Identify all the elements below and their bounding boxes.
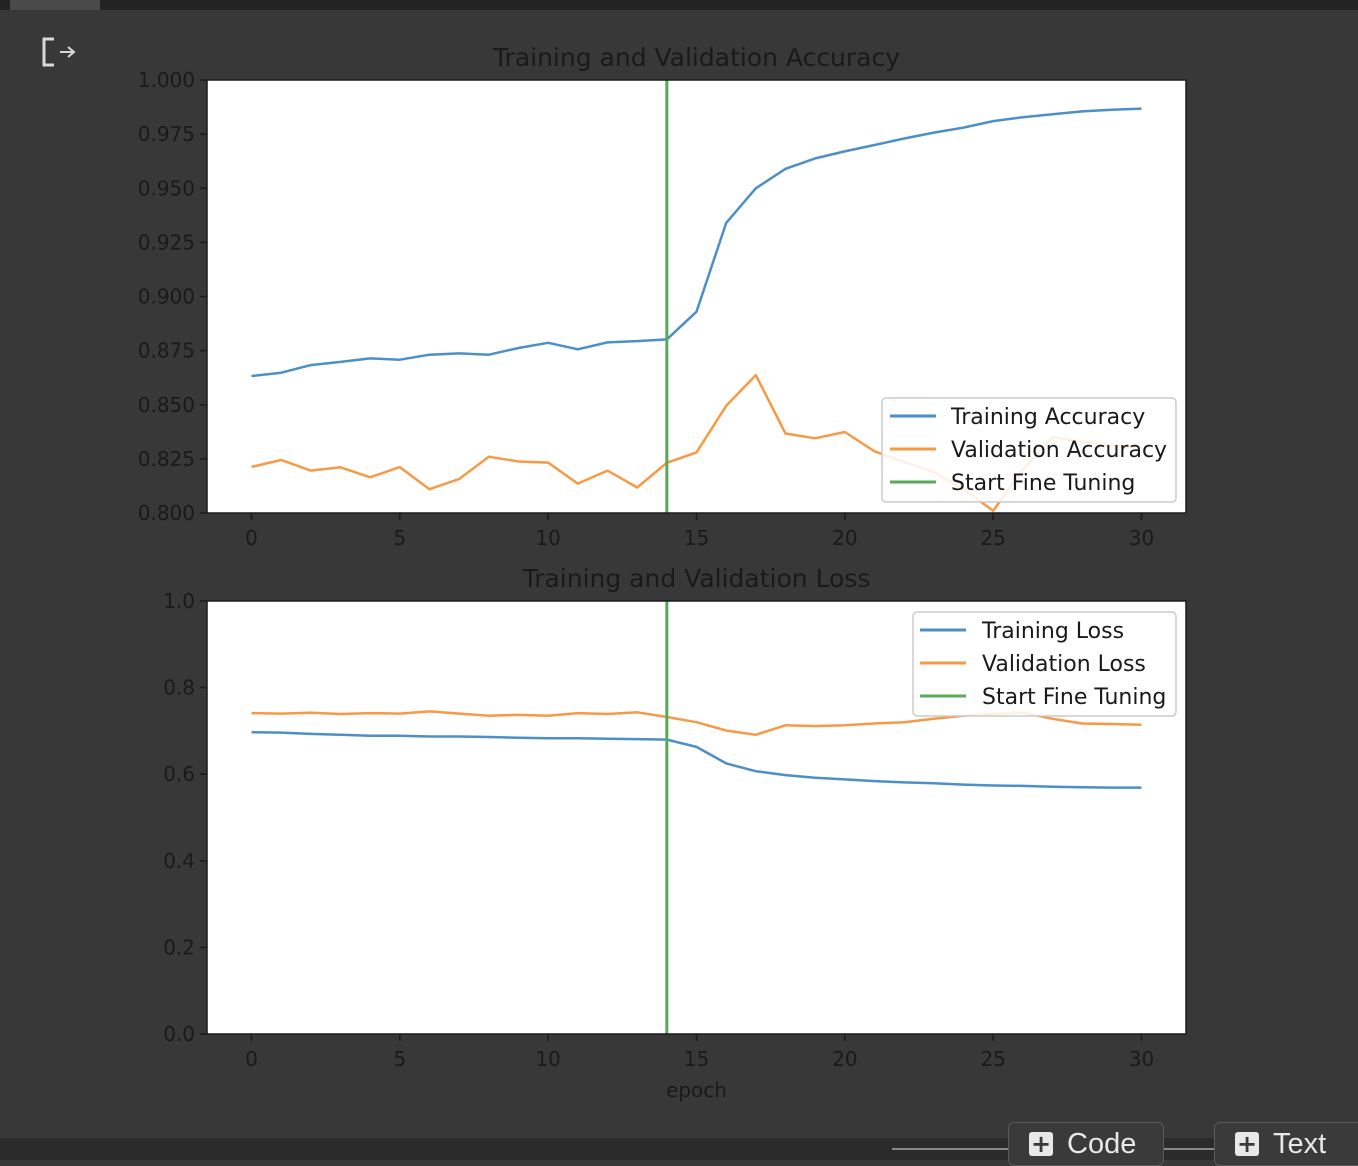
y-tick-label: 0.900 [138,285,195,309]
y-tick-label: 0.950 [138,176,195,200]
x-tick-label: 30 [1129,526,1154,550]
x-tick-label: 25 [980,1047,1005,1071]
chart-title: Training and Validation Loss [522,564,871,593]
y-tick-label: 0.2 [163,935,195,959]
x-axis-label: epoch [666,1078,727,1102]
x-tick-label: 20 [832,526,857,550]
y-tick-label: 0.8 [163,676,195,700]
active-tab-indicator[interactable] [10,0,100,10]
y-tick-label: 1.0 [163,589,195,613]
add-text-button[interactable]: + Text [1214,1122,1358,1166]
y-tick-label: 0.875 [138,339,195,363]
add-code-label: Code [1067,1127,1137,1160]
top-bar [0,0,1358,10]
add-code-button[interactable]: + Code [1008,1122,1164,1166]
legend-label: Training Loss [981,619,1124,644]
x-tick-label: 0 [245,526,258,550]
legend-box [881,397,1177,503]
plot-frame [206,79,1187,514]
plot-frame [206,600,1187,1035]
output-redirect-icon[interactable] [40,36,80,70]
x-tick-label: 15 [684,526,709,550]
legend-label: Start Fine Tuning [951,471,1135,496]
x-tick-label: 15 [684,1047,709,1071]
y-tick-label: 0.4 [163,849,195,873]
legend-label: Validation Accuracy [951,438,1167,463]
x-tick-label: 10 [535,526,560,550]
plus-icon: + [1235,1130,1259,1158]
x-tick-label: 0 [245,1047,258,1071]
add-text-label: Text [1273,1127,1327,1160]
y-tick-label: 0.825 [138,447,195,471]
chart-loss: Training and Validation Loss 0.0 0.2 0.4 0.6… [163,564,1187,1102]
cell-divider-middle [1164,1148,1214,1150]
y-tick-label: 0.975 [138,122,195,146]
x-tick-label: 5 [393,526,406,550]
cell-divider-left [892,1148,1008,1150]
legend-label: Validation Loss [982,652,1146,677]
series-line-validation [251,373,1142,513]
legend: Training Loss Validation Loss Start Fine T… [912,611,1177,717]
legend-label: Start Fine Tuning [982,685,1166,710]
y-tick-label: 0.6 [163,762,195,786]
x-tick-label: 20 [832,1047,857,1071]
y-tick-label: 0.850 [138,393,195,417]
x-tick-label: 30 [1129,1047,1154,1071]
chart-title: Training and Validation Accuracy [492,43,900,72]
y-tick-label: 0.925 [138,230,195,254]
legend-label: Training Accuracy [950,405,1145,430]
y-tick-label: 0.0 [163,1022,195,1046]
legend-box [912,611,1177,717]
y-tick-label: 1.000 [138,68,195,92]
y-tick-label: 0.800 [138,501,195,525]
series-line-training [251,730,1142,789]
plus-icon: + [1029,1130,1053,1158]
chart-accuracy: Training and Validation Accuracy 0.800 0.8… [138,43,1187,550]
x-tick-label: 10 [535,1047,560,1071]
x-tick-label: 5 [393,1047,406,1071]
x-tick-label: 25 [980,526,1005,550]
series-line-training [251,107,1142,378]
legend: Training Accuracy Validation Accuracy Star… [881,397,1177,503]
